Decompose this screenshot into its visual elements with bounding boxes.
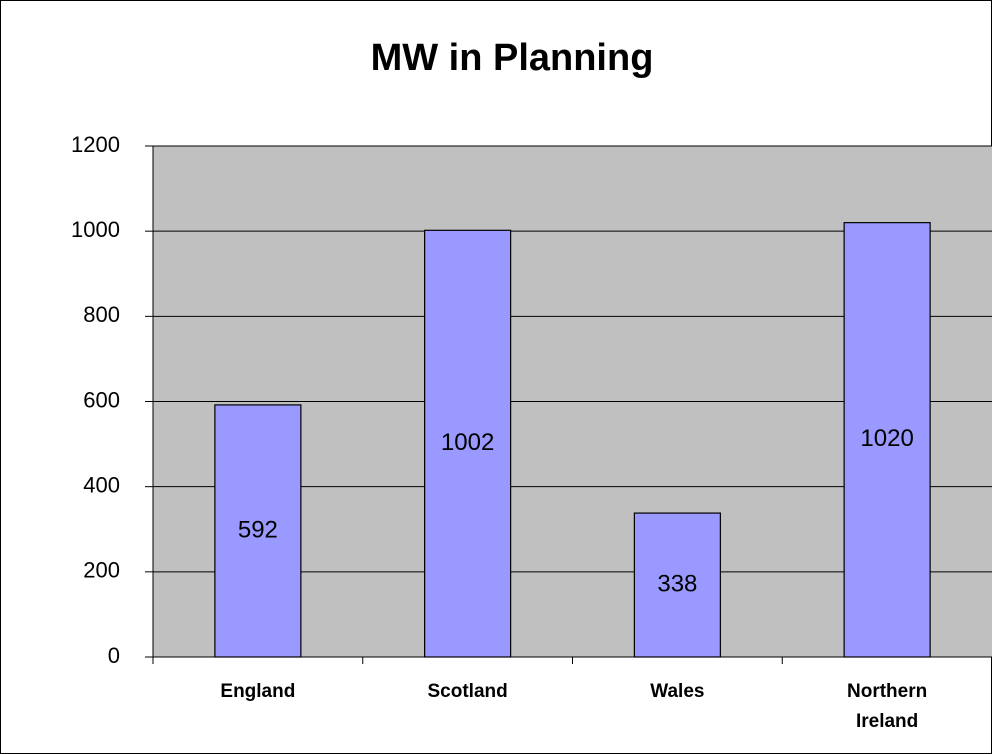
bar xyxy=(843,222,931,658)
y-tick-label: 600 xyxy=(83,387,120,412)
data-label: 338 xyxy=(657,570,697,597)
data-label: 592 xyxy=(238,516,278,543)
x-tick-label: Northern Ireland xyxy=(847,681,928,732)
x-tick-label: Scotland xyxy=(427,681,508,702)
data-label: 1002 xyxy=(441,429,494,456)
y-tick-label: 1000 xyxy=(71,217,120,242)
bar xyxy=(633,512,721,658)
x-tick-label: England xyxy=(220,681,296,702)
y-tick-label: 1200 xyxy=(71,132,120,157)
bar xyxy=(424,229,512,658)
y-tick-label: 0 xyxy=(108,643,120,668)
bar xyxy=(214,404,302,658)
data-label: 1020 xyxy=(860,425,913,452)
x-tick-label: Wales xyxy=(650,681,705,702)
y-tick-label: 200 xyxy=(83,558,120,583)
chart-title: MW in Planning xyxy=(371,37,654,79)
y-tick-label: 800 xyxy=(83,302,120,327)
y-tick-label: 400 xyxy=(83,472,120,497)
